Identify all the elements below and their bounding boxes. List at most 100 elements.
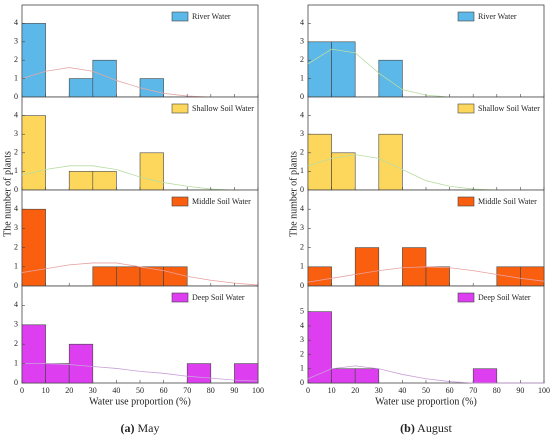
y-tick-label: 2 [14, 339, 18, 348]
bar [21, 324, 46, 384]
bar [163, 266, 188, 287]
bar [186, 363, 212, 384]
bar [21, 115, 46, 191]
legend-label: Shallow Soil Water [478, 104, 540, 113]
x-tick-label: 0 [20, 386, 24, 395]
bar [520, 266, 545, 287]
bar [68, 78, 94, 98]
y-tick-label: 3 [300, 223, 304, 232]
y-tick-label: 0 [14, 185, 18, 194]
y-tick-label: 0 [300, 92, 304, 101]
x-tick-label: 60 [446, 386, 454, 395]
bar [331, 152, 356, 191]
y-tick-label: 4 [14, 110, 18, 119]
x-tick-label: 100 [252, 386, 264, 395]
bar [68, 171, 94, 191]
y-tick-label: 4 [14, 18, 18, 27]
x-tick-label: 80 [493, 386, 501, 395]
y-tick-label: 1 [300, 364, 304, 373]
legend-label: Shallow Soil Water [192, 104, 254, 113]
caption: (b) August [400, 421, 452, 435]
y-tick-label: 4 [14, 300, 18, 309]
y-tick-label: 4 [300, 204, 304, 213]
legend-swatch [457, 11, 475, 22]
bar [139, 78, 164, 98]
x-axis-title: Water use proportion (%) [89, 396, 191, 407]
y-tick-label: 4 [300, 321, 304, 330]
bar [354, 368, 380, 384]
fit-curve [21, 165, 258, 191]
x-tick-label: 50 [422, 386, 430, 395]
caption-label: (a) [121, 421, 135, 435]
y-axis-title: The number of plants [288, 151, 299, 237]
y-axis-title: The number of plants [2, 151, 13, 237]
panel [307, 96, 545, 191]
y-tick-label: 1 [14, 73, 18, 82]
x-tick-label: 60 [160, 386, 168, 395]
y-tick-label: 5 [300, 307, 304, 316]
y-tick-label: 0 [300, 378, 304, 387]
y-tick-label: 2 [14, 242, 18, 251]
y-tick-label: 2 [300, 55, 304, 64]
y-tick-label: 1 [14, 166, 18, 175]
y-tick-label: 0 [14, 378, 18, 387]
y-tick-label: 2 [300, 242, 304, 251]
x-tick-label: 100 [538, 386, 550, 395]
fit-curve [307, 365, 544, 384]
y-tick-label: 4 [14, 204, 18, 213]
x-axis-title: Water use proportion (%) [375, 396, 477, 407]
bar [354, 247, 380, 287]
y-tick-label: 2 [14, 148, 18, 157]
x-tick-label: 90 [516, 386, 524, 395]
bar [378, 59, 403, 98]
legend-label: Deep Soil Water [478, 293, 531, 302]
fit-curve [307, 266, 545, 283]
legend-swatch [171, 103, 189, 114]
bar [68, 343, 94, 384]
y-tick-label: 2 [300, 148, 304, 157]
y-tick-label: 1 [300, 73, 304, 82]
x-tick-label: 70 [183, 386, 191, 395]
y-tick-label: 4 [300, 110, 304, 119]
bar [139, 152, 164, 191]
y-tick-label: 0 [300, 281, 304, 290]
x-tick-label: 10 [42, 386, 50, 395]
x-tick-label: 30 [375, 386, 383, 395]
x-tick-label: 90 [230, 386, 238, 395]
y-tick-label: 0 [14, 281, 18, 290]
caption-label: (b) [400, 421, 415, 435]
bar [472, 368, 498, 384]
bar [378, 133, 403, 191]
caption: (a) May [121, 421, 160, 435]
y-tick-label: 0 [14, 92, 18, 101]
legend-label: River Water [192, 12, 231, 21]
y-tick-label: 0 [300, 185, 304, 194]
y-tick-label: 1 [300, 166, 304, 175]
y-tick-label: 3 [300, 335, 304, 344]
legend-label: Middle Soil Water [478, 197, 537, 206]
bar [307, 41, 332, 98]
fit-curve [21, 262, 259, 286]
x-tick-label: 40 [398, 386, 406, 395]
bar [307, 266, 332, 287]
x-tick-label: 30 [89, 386, 97, 395]
y-tick-label: 3 [300, 129, 304, 138]
bar [331, 368, 356, 384]
bar [234, 363, 259, 384]
legend-swatch [171, 11, 189, 22]
bar [21, 23, 46, 98]
legend-swatch [457, 196, 475, 207]
y-tick-label: 4 [300, 18, 304, 27]
y-tick-label: 3 [14, 320, 18, 329]
legend-swatch [171, 292, 189, 303]
x-tick-label: 10 [328, 386, 336, 395]
y-tick-label: 2 [14, 55, 18, 64]
legend-label: River Water [478, 12, 517, 21]
y-tick-label: 3 [300, 37, 304, 46]
x-tick-label: 70 [469, 386, 477, 395]
y-tick-label: 1 [14, 358, 18, 367]
bar [92, 266, 117, 287]
bar [307, 311, 332, 384]
legend-swatch [457, 103, 475, 114]
